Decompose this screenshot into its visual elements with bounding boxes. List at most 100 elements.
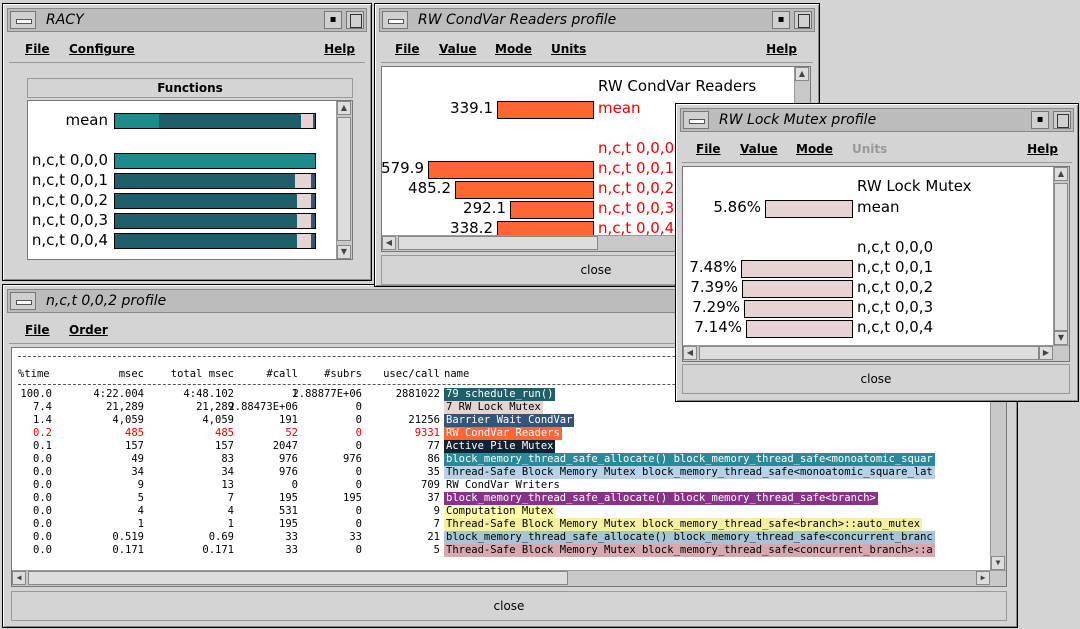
menu-mode[interactable]: Mode bbox=[495, 42, 532, 56]
scroll-up-arrow-icon[interactable]: ▲ bbox=[1054, 167, 1068, 181]
table-row[interactable]: 0.0 49 83 976 976 86 block_memory_thread_safe_… bbox=[12, 453, 992, 466]
function-name[interactable]: block_memory_thread_safe_allocate() bloc… bbox=[444, 531, 935, 544]
stacked-bar[interactable] bbox=[114, 213, 316, 229]
close-button[interactable]: close bbox=[682, 364, 1070, 394]
function-name[interactable]: RW CondVar Readers bbox=[444, 427, 562, 440]
table-row[interactable]: 0.1 157 157 2047 0 77 Active Pile Mutex bbox=[12, 440, 992, 453]
table-row[interactable]: 0.0 9 13 0 0 709 RW CondVar Writers bbox=[12, 479, 992, 492]
profile-column-headers: %time msec total msec #call #subrs usec/call n… bbox=[12, 368, 992, 381]
bar-value: 7.14% bbox=[694, 318, 742, 336]
row-label: n,c,t 0,0,4 bbox=[31, 231, 108, 249]
menu-order[interactable]: Order bbox=[69, 323, 108, 337]
scroll-up-arrow-icon[interactable]: ▲ bbox=[795, 67, 809, 81]
close-button[interactable]: close bbox=[11, 591, 1007, 621]
function-name[interactable]: 7 RW Lock Mutex bbox=[444, 401, 543, 414]
bar[interactable] bbox=[746, 320, 853, 338]
bar[interactable] bbox=[428, 161, 594, 179]
functions-header-button[interactable]: Functions bbox=[27, 78, 353, 98]
function-name[interactable]: Active Pile Mutex bbox=[444, 440, 556, 453]
bar[interactable] bbox=[744, 300, 853, 318]
menu-configure[interactable]: Configure bbox=[69, 42, 135, 56]
bar[interactable] bbox=[455, 181, 594, 199]
table-row[interactable]: 0.0 0.519 0.69 33 33 21 block_memory_thread_sa… bbox=[12, 531, 992, 544]
window-menu-button[interactable] bbox=[10, 292, 36, 310]
scroll-thumb[interactable] bbox=[28, 571, 568, 585]
table-row[interactable]: 0.0 1 1 195 0 7 Thread-Safe Block Memory Mutex… bbox=[12, 518, 992, 531]
menu-file[interactable]: File bbox=[395, 42, 420, 56]
stacked-bar[interactable] bbox=[114, 233, 316, 249]
bar[interactable] bbox=[765, 200, 853, 218]
profile-vertical-scrollbar[interactable]: ▲ ▼ bbox=[990, 348, 1006, 570]
scroll-down-arrow-icon[interactable]: ▼ bbox=[1054, 331, 1068, 345]
rwlock-titlebar[interactable]: RW Lock Mutex profile ▪ bbox=[680, 108, 1074, 132]
function-name[interactable]: block_memory_thread_safe_allocate() bloc… bbox=[444, 492, 878, 505]
minimize-button[interactable]: ▪ bbox=[1031, 111, 1049, 129]
scroll-left-arrow-icon[interactable]: ◀ bbox=[683, 346, 697, 360]
bar[interactable] bbox=[510, 201, 594, 219]
stacked-bar[interactable] bbox=[114, 193, 316, 209]
racy-titlebar[interactable]: RACY ▪ bbox=[7, 8, 367, 32]
table-cell: 49 bbox=[131, 453, 144, 465]
menu-value[interactable]: Value bbox=[439, 42, 477, 56]
scroll-thumb[interactable] bbox=[1054, 183, 1068, 331]
scroll-down-arrow-icon[interactable]: ▼ bbox=[337, 245, 351, 259]
bar[interactable] bbox=[742, 280, 853, 298]
menu-file[interactable]: File bbox=[696, 142, 721, 156]
rwlock-vertical-scrollbar[interactable]: ▲ ▼ bbox=[1053, 167, 1069, 345]
stacked-bar[interactable] bbox=[114, 153, 316, 169]
minimize-button[interactable]: ▪ bbox=[772, 11, 790, 29]
maximize-button[interactable] bbox=[1053, 111, 1071, 129]
scroll-thumb[interactable] bbox=[699, 346, 1039, 360]
profile-horizontal-scrollbar[interactable]: ◀ ▶ bbox=[12, 570, 1006, 586]
scroll-down-arrow-icon[interactable]: ▼ bbox=[991, 556, 1005, 570]
stacked-bar[interactable] bbox=[114, 113, 316, 129]
scroll-thumb[interactable] bbox=[337, 117, 351, 241]
function-name[interactable]: 79 schedule_run() bbox=[444, 388, 556, 401]
function-name[interactable]: Computation Mutex bbox=[444, 505, 556, 518]
menu-help[interactable]: Help bbox=[1027, 142, 1058, 156]
table-cell: 86 bbox=[427, 453, 440, 465]
menu-mode[interactable]: Mode bbox=[796, 142, 833, 156]
table-row[interactable]: 0.0 34 34 976 0 35 Thread-Safe Block Memory Mu… bbox=[12, 466, 992, 479]
maximize-button[interactable] bbox=[794, 11, 812, 29]
bar[interactable] bbox=[497, 101, 594, 119]
scroll-left-arrow-icon[interactable]: ◀ bbox=[12, 571, 26, 585]
table-cell: 13 bbox=[221, 479, 234, 491]
menu-file[interactable]: File bbox=[25, 323, 50, 337]
table-row[interactable]: 100.0 4:22.004 4:48.102 1 2.88877E+06 2881022… bbox=[12, 388, 992, 401]
scroll-right-arrow-icon[interactable]: ▶ bbox=[976, 571, 990, 585]
menu-units[interactable]: Units bbox=[551, 42, 587, 56]
function-name[interactable]: block_memory_thread_safe_allocate() bloc… bbox=[444, 453, 935, 466]
scroll-left-arrow-icon[interactable]: ◀ bbox=[382, 236, 396, 250]
table-row[interactable]: 0.2 485 485 52 0 9331 RW CondVar Readers bbox=[12, 427, 992, 440]
stacked-bar[interactable] bbox=[114, 173, 316, 189]
row-label: n,c,t 0,0,1 bbox=[857, 258, 934, 276]
table-row[interactable]: 0.0 0.171 0.171 33 0 5 Thread-Safe Block Memor… bbox=[12, 544, 992, 557]
condvar-titlebar[interactable]: RW CondVar Readers profile ▪ bbox=[379, 8, 815, 32]
minimize-button[interactable]: ▪ bbox=[324, 11, 342, 29]
table-row[interactable]: 7.4 21,289 21,289 2.88473E+06 0 7 RW Lock Mu… bbox=[12, 401, 992, 414]
menu-help[interactable]: Help bbox=[766, 42, 797, 56]
bar[interactable] bbox=[741, 260, 853, 278]
function-name[interactable]: Barrier Wait CondVar bbox=[444, 414, 575, 427]
function-name[interactable]: Thread-Safe Block Memory Mutex block_mem… bbox=[444, 466, 935, 479]
window-menu-button[interactable] bbox=[10, 11, 36, 29]
function-name[interactable]: Thread-Safe Block Memory Mutex block_mem… bbox=[444, 518, 923, 531]
table-row[interactable]: 0.0 5 7 195 195 37 block_memory_thread_safe_al… bbox=[12, 492, 992, 505]
table-row[interactable]: 1.4 4,059 4,059 191 0 21256 Barrier Wait CondV… bbox=[12, 414, 992, 427]
function-name[interactable]: Thread-Safe Block Memory Mutex block_mem… bbox=[444, 544, 935, 557]
racy-vertical-scrollbar[interactable]: ▲ ▼ bbox=[336, 101, 352, 259]
menu-file[interactable]: File bbox=[25, 42, 50, 56]
menu-help[interactable]: Help bbox=[324, 42, 355, 56]
window-menu-button[interactable] bbox=[382, 11, 408, 29]
rwlock-horizontal-scrollbar[interactable]: ◀ ▶ bbox=[683, 345, 1069, 361]
window-menu-button[interactable] bbox=[683, 111, 709, 129]
function-name[interactable]: RW CondVar Writers bbox=[444, 479, 562, 492]
bar-segment bbox=[115, 174, 295, 188]
maximize-button[interactable] bbox=[346, 11, 364, 29]
scroll-thumb[interactable] bbox=[398, 236, 598, 250]
menu-value[interactable]: Value bbox=[740, 142, 778, 156]
scroll-up-arrow-icon[interactable]: ▲ bbox=[337, 101, 351, 115]
scroll-right-arrow-icon[interactable]: ▶ bbox=[1039, 346, 1053, 360]
table-row[interactable]: 0.0 4 4 531 0 9 Computation Mutex bbox=[12, 505, 992, 518]
